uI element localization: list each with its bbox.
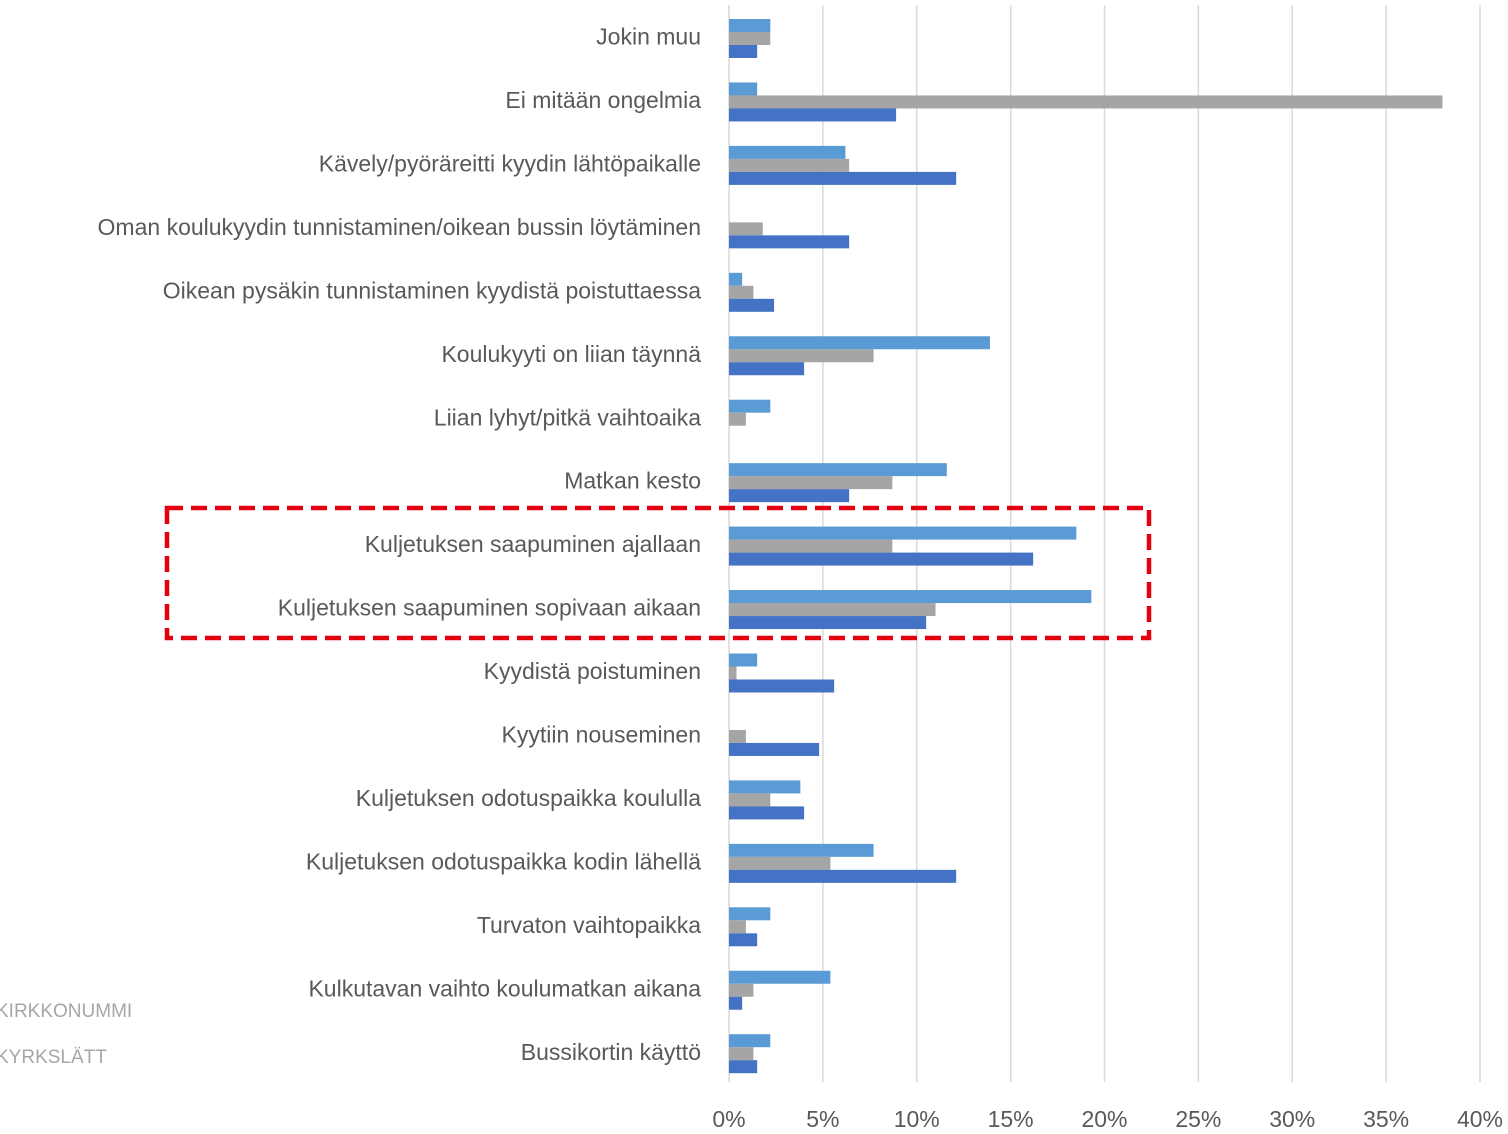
bar: [729, 235, 850, 249]
bar: [729, 82, 758, 96]
bar: [729, 729, 746, 743]
x-tick-label: 25%: [1175, 1106, 1221, 1132]
bar: [729, 590, 1092, 604]
x-tick-label: 10%: [894, 1106, 940, 1132]
bar: [729, 742, 820, 756]
bar: [729, 856, 831, 870]
x-tick-label: 15%: [988, 1106, 1034, 1132]
y-tick-label: Bussikortin käyttö: [521, 1039, 701, 1065]
bar: [729, 616, 927, 630]
x-tick-label: 0%: [712, 1106, 745, 1132]
bar: [729, 399, 771, 413]
y-tick-label: Jokin muu: [596, 24, 701, 50]
bar: [729, 983, 754, 997]
bar: [729, 1060, 758, 1074]
x-tick-label: 5%: [806, 1106, 839, 1132]
y-tick-label: Kuljetuksen odotuspaikka kodin lähellä: [306, 848, 701, 874]
bar: [729, 679, 835, 693]
bar: [729, 336, 990, 350]
bar: [729, 463, 947, 477]
bar: [729, 539, 893, 553]
bar: [729, 476, 893, 490]
bar: [729, 285, 754, 299]
y-tick-label: Kuljetuksen saapuminen sopivaan aikaan: [278, 595, 701, 621]
bar: [729, 298, 775, 312]
y-tick-label: Kulkutavan vaihto koulumatkan aikana: [308, 975, 701, 1001]
y-tick-label: Ei mitään ongelmia: [505, 87, 701, 113]
y-tick-label: Oikean pysäkin tunnistaminen kyydistä po…: [163, 277, 701, 303]
bar: [729, 666, 737, 680]
logo-line1: KIRKKONUMMI: [0, 1001, 132, 1022]
bar: [729, 869, 957, 883]
bar: [729, 19, 771, 32]
x-tick-label: 30%: [1269, 1106, 1315, 1132]
bar: [729, 158, 850, 172]
x-tick-label: 40%: [1457, 1106, 1503, 1132]
bar: [729, 603, 936, 617]
y-tick-label: Turvaton vaihtopaikka: [477, 912, 701, 938]
bar: [729, 933, 758, 947]
bar: [729, 45, 758, 58]
y-tick-label: Kuljetuksen odotuspaikka koululla: [356, 785, 701, 811]
bar: [729, 32, 771, 45]
bar: [729, 412, 746, 426]
bar: [729, 970, 831, 984]
bar: [729, 526, 1077, 540]
y-tick-label: Kuljetuksen saapuminen ajallaan: [365, 531, 701, 557]
y-tick-label: Kävely/pyöräreitti kyydin lähtöpaikalle: [319, 150, 701, 176]
bar: [729, 920, 746, 934]
bar: [729, 349, 874, 363]
x-tick-label: 20%: [1081, 1106, 1127, 1132]
bar: [729, 780, 801, 794]
logo-line2: KYRKSLÄTT: [0, 1047, 107, 1068]
bar: [729, 171, 957, 185]
bar: [729, 1034, 771, 1048]
bar: [729, 843, 874, 857]
y-tick-label: Liian lyhyt/pitkä vaihtoaika: [434, 404, 701, 430]
y-tick-label: Koulukyyti on liian täynnä: [441, 341, 701, 367]
bar: [729, 145, 846, 159]
bar: [729, 1047, 754, 1061]
bar: [729, 272, 743, 286]
y-tick-label: Kyytiin nouseminen: [502, 722, 701, 748]
bar: [729, 95, 1443, 109]
bar: [729, 996, 743, 1010]
bar: [729, 108, 897, 122]
y-tick-label: Kyydistä poistuminen: [484, 658, 701, 684]
bar: [729, 222, 763, 236]
y-tick-label: Matkan kesto: [564, 468, 701, 494]
highlight-box: [164, 505, 1152, 641]
bar: [729, 362, 805, 376]
x-tick-label: 35%: [1363, 1106, 1409, 1132]
bar: [729, 489, 850, 503]
bar: [729, 653, 758, 667]
bar: [729, 552, 1034, 566]
y-tick-label: Oman koulukyydin tunnistaminen/oikean bu…: [98, 214, 701, 240]
bar: [729, 907, 771, 921]
bar: [729, 793, 771, 807]
bar: [729, 806, 805, 820]
